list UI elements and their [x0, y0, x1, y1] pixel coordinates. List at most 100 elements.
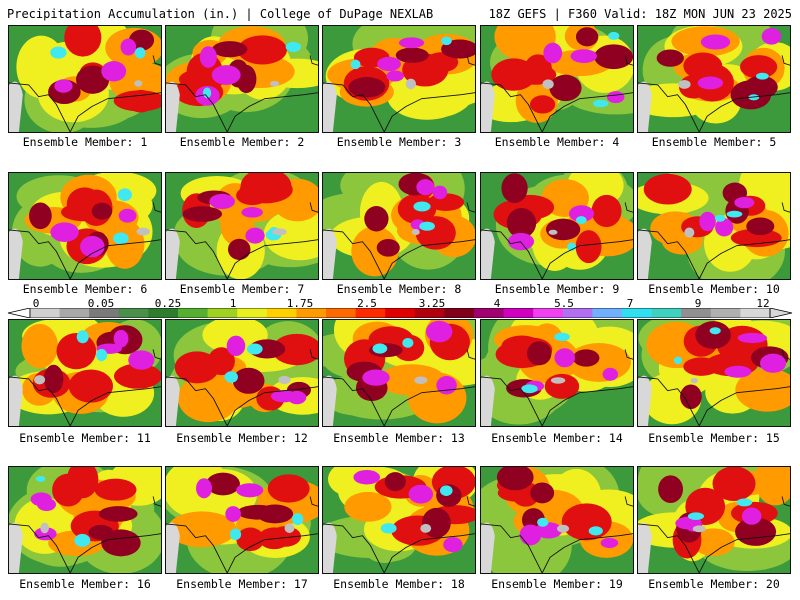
- colorbar-bin: [710, 308, 741, 318]
- coastline-border: [166, 55, 318, 132]
- precip-field-map: [166, 320, 318, 426]
- colorbar-bin: [59, 308, 90, 318]
- colorbar-tick-label: 9: [694, 297, 702, 310]
- colorbar-tick-label: 1.75: [286, 297, 314, 310]
- colorbar-right-arrow: [769, 308, 793, 318]
- colorbar-bin: [740, 308, 771, 318]
- member-caption: Ensemble Member: 11: [19, 431, 151, 445]
- precip-field-map: [323, 320, 475, 426]
- coastline-border: [481, 55, 633, 132]
- coastline-border: [9, 202, 161, 279]
- member-map-panel: [165, 319, 319, 427]
- colorbar-left-arrow: [7, 308, 31, 318]
- precip-field-map: [9, 320, 161, 426]
- color-legend: 0 0.05 0.25 1 1.75 2.5 3.25 4 5.5 7 9 12: [0, 298, 800, 320]
- colorbar-tick-label: 5.5: [554, 297, 574, 310]
- member-map-panel: [480, 172, 634, 280]
- member-map-panel: [165, 172, 319, 280]
- precip-field-map: [323, 467, 475, 573]
- member-caption: Ensemble Member: 8: [336, 282, 462, 296]
- colorbar-bin: [533, 308, 564, 318]
- color-scale-bar: [7, 308, 793, 318]
- coastline-border: [638, 349, 790, 426]
- member-map-panel: [8, 172, 162, 280]
- colorbar-bin: [296, 308, 327, 318]
- colorbar-bin: [118, 308, 149, 318]
- member-map-panel: [637, 466, 791, 574]
- colorbar-bin: [681, 308, 712, 318]
- member-caption: Ensemble Member: 20: [648, 577, 780, 591]
- coastline-border: [323, 496, 475, 573]
- colorbar-bin: [474, 308, 505, 318]
- member-map-panel: [480, 466, 634, 574]
- colorbar-tick-label: 12: [756, 297, 770, 310]
- member-caption: Ensemble Member: 14: [491, 431, 623, 445]
- member-caption: Ensemble Member: 16: [19, 577, 151, 591]
- precip-field-map: [9, 467, 161, 573]
- colorbar-bin: [444, 308, 475, 318]
- member-map-panel: [322, 172, 476, 280]
- coastline-border: [323, 202, 475, 279]
- colorbar-tick-label: 7: [626, 297, 634, 310]
- member-caption: Ensemble Member: 1: [22, 135, 148, 149]
- member-map-panel: [480, 25, 634, 133]
- member-map-panel: [637, 172, 791, 280]
- member-caption: Ensemble Member: 4: [494, 135, 620, 149]
- colorbar-tick-label: 0.05: [87, 297, 115, 310]
- colorbar-bin: [148, 308, 179, 318]
- precip-field-map: [481, 173, 633, 279]
- run-info: 18Z GEFS | F360 Valid: 18Z MON JUN 23 20…: [488, 7, 792, 21]
- coastline-border: [166, 496, 318, 573]
- coastline-border: [323, 55, 475, 132]
- member-caption: Ensemble Member: 12: [176, 431, 308, 445]
- coastline-border: [323, 349, 475, 426]
- member-caption: Ensemble Member: 13: [333, 431, 465, 445]
- coastline-border: [481, 496, 633, 573]
- colorbar-bin: [178, 308, 209, 318]
- coastline-border: [481, 202, 633, 279]
- colorbar-tick-label: 3.25: [418, 297, 446, 310]
- header: Precipitation Accumulation (in.) | Colle…: [0, 0, 800, 24]
- colorbar-bin: [326, 308, 357, 318]
- member-caption: Ensemble Member: 9: [494, 282, 620, 296]
- colorbar-tick-label: 1: [229, 297, 237, 310]
- coastline-border: [638, 496, 790, 573]
- precip-field-map: [9, 26, 161, 132]
- precip-field-map: [638, 173, 790, 279]
- precip-field-map: [9, 173, 161, 279]
- coastline-border: [638, 202, 790, 279]
- precip-field-map: [323, 26, 475, 132]
- colorbar-bin: [592, 308, 623, 318]
- coastline-border: [638, 55, 790, 132]
- precip-field-map: [638, 320, 790, 426]
- precip-field-map: [481, 320, 633, 426]
- member-map-panel: [322, 25, 476, 133]
- coastline-border: [166, 202, 318, 279]
- member-map-panel: [165, 25, 319, 133]
- precip-field-map: [166, 467, 318, 573]
- member-map-panel: [322, 466, 476, 574]
- member-map-panel: [8, 319, 162, 427]
- colorbar-bin: [503, 308, 534, 318]
- colorbar-bin: [651, 308, 682, 318]
- member-map-panel: [8, 466, 162, 574]
- precip-field-map: [638, 467, 790, 573]
- colorbar-bin: [414, 308, 445, 318]
- precip-field-map: [638, 26, 790, 132]
- colorbar-bin: [622, 308, 653, 318]
- member-caption: Ensemble Member: 2: [179, 135, 305, 149]
- member-caption: Ensemble Member: 6: [22, 282, 148, 296]
- member-caption: Ensemble Member: 19: [491, 577, 623, 591]
- colorbar-tick-label: 4: [493, 297, 501, 310]
- member-caption: Ensemble Member: 10: [648, 282, 780, 296]
- member-caption: Ensemble Member: 3: [336, 135, 462, 149]
- colorbar-bin: [237, 308, 268, 318]
- colorbar-bin: [266, 308, 297, 318]
- coastline-border: [9, 496, 161, 573]
- member-caption: Ensemble Member: 7: [179, 282, 305, 296]
- precip-field-map: [481, 26, 633, 132]
- colorbar-bin: [207, 308, 238, 318]
- precip-field-map: [166, 26, 318, 132]
- member-map-panel: [480, 319, 634, 427]
- colorbar-bin: [89, 308, 120, 318]
